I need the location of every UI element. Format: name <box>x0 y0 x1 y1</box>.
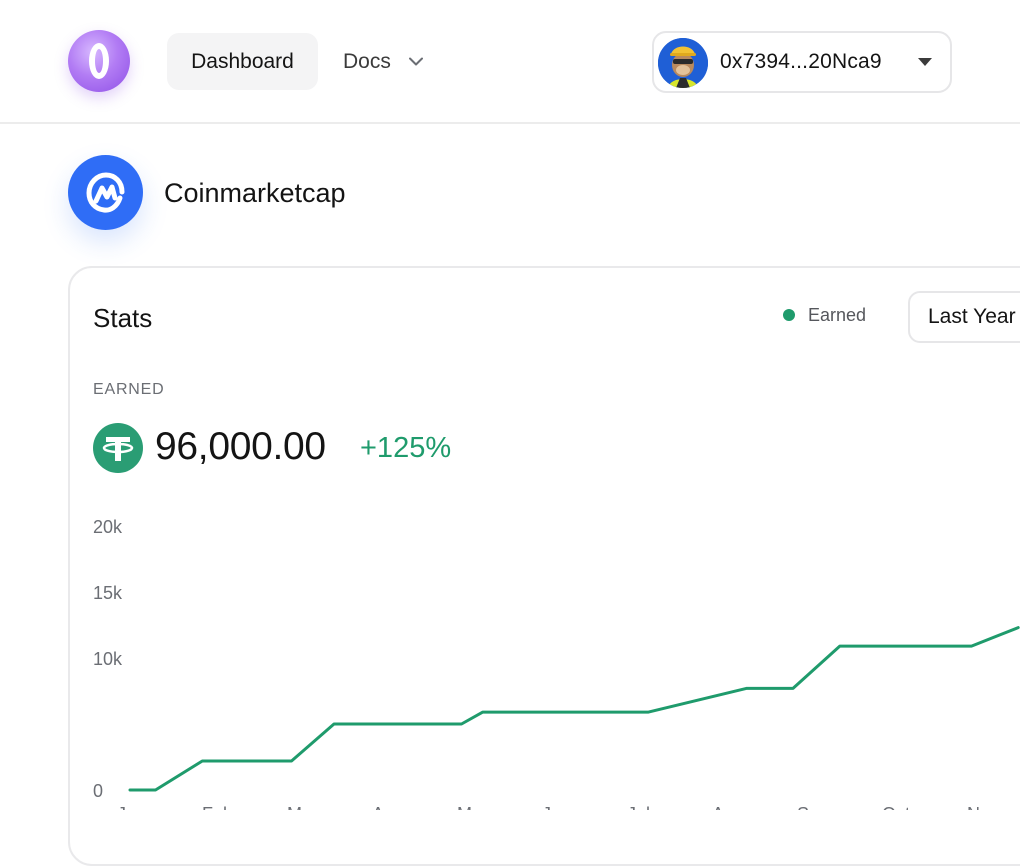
earned-value: 96,000.00 <box>155 425 326 468</box>
nav-docs-menu[interactable]: Docs <box>343 33 423 90</box>
earned-change: +125% <box>360 432 452 464</box>
legend-dot-earned <box>783 309 795 321</box>
stats-title: Stats <box>93 303 153 333</box>
tether-icon <box>93 423 143 473</box>
ape-avatar-icon <box>658 38 708 88</box>
top-navbar: Dashboard Docs 0x7394...20Nca9 <box>0 0 1020 124</box>
brand-logo-icon[interactable] <box>68 30 130 92</box>
earned-label: EARNED <box>93 381 165 398</box>
caret-down-icon <box>918 58 932 66</box>
stats-card <box>68 266 1020 866</box>
chevron-down-icon <box>408 57 423 66</box>
nav-docs-label: Docs <box>343 50 391 73</box>
period-select[interactable]: Last Year <box>908 291 1020 343</box>
wallet-account-button[interactable]: 0x7394...20Nca9 <box>652 31 952 93</box>
chart-legend: Earned <box>783 300 866 330</box>
wallet-address: 0x7394...20Nca9 <box>720 50 882 73</box>
nav-dashboard-tab[interactable]: Dashboard <box>167 33 318 90</box>
coinmarketcap-logo-icon <box>68 155 143 230</box>
project-title: Coinmarketcap <box>164 178 346 208</box>
legend-label-earned: Earned <box>808 304 867 325</box>
